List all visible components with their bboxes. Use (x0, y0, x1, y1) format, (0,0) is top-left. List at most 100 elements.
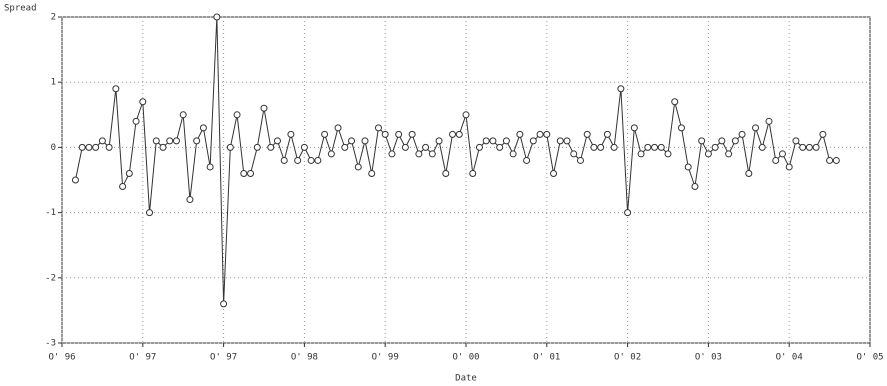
point (826, 156, 834, 164)
point (718, 137, 726, 145)
point (152, 137, 160, 145)
y-tick-label: -3 (45, 339, 56, 349)
point (731, 137, 739, 145)
x-axis-title: Date (455, 374, 477, 384)
x-tick-label: O' 03 (695, 353, 722, 363)
point (280, 156, 288, 164)
point (193, 137, 201, 145)
point (637, 150, 645, 158)
point (247, 169, 255, 177)
y-tick-label: 2 (51, 13, 56, 23)
point (213, 13, 221, 21)
x-tick-label: O' 99 (372, 353, 399, 363)
point (617, 85, 625, 93)
point (368, 169, 376, 177)
point (725, 150, 733, 158)
point (482, 137, 490, 145)
point (119, 183, 127, 191)
point (92, 143, 100, 151)
point (462, 111, 470, 119)
point (778, 150, 786, 158)
point (361, 137, 369, 145)
point (125, 169, 133, 177)
point (523, 156, 531, 164)
point (321, 130, 329, 138)
point (475, 143, 483, 151)
point (509, 150, 517, 158)
point (442, 169, 450, 177)
point (469, 169, 477, 177)
point (206, 163, 214, 171)
point (698, 137, 706, 145)
point (85, 143, 93, 151)
point (327, 150, 335, 158)
point (610, 143, 618, 151)
point (536, 130, 544, 138)
point (691, 183, 699, 191)
point (226, 143, 234, 151)
point (374, 124, 382, 132)
point (792, 137, 800, 145)
point (428, 150, 436, 158)
point (624, 209, 632, 217)
point (273, 137, 281, 145)
point (388, 150, 396, 158)
point (267, 143, 275, 151)
point (664, 150, 672, 158)
point (496, 143, 504, 151)
point (334, 124, 342, 132)
point (260, 104, 268, 112)
point (449, 130, 457, 138)
point (112, 85, 120, 93)
point (805, 143, 813, 151)
point (799, 143, 807, 151)
point (738, 130, 746, 138)
point (348, 137, 356, 145)
point (603, 130, 611, 138)
point (785, 163, 793, 171)
point (704, 150, 712, 158)
point (556, 137, 564, 145)
point (71, 176, 79, 184)
y-axis-title: Spread (4, 4, 37, 14)
point (240, 169, 248, 177)
point (550, 169, 558, 177)
point (287, 130, 295, 138)
point (415, 150, 423, 158)
y-tick-label: 0 (51, 143, 56, 153)
point (401, 143, 409, 151)
point (132, 117, 140, 125)
y-tick-label: -2 (45, 273, 56, 283)
point (570, 150, 578, 158)
y-tick-label: 1 (51, 78, 56, 88)
point (502, 137, 510, 145)
point (529, 137, 537, 145)
point (597, 143, 605, 151)
point (172, 137, 180, 145)
x-tick-label: O' 05 (856, 353, 883, 363)
point (105, 143, 113, 151)
point (159, 143, 167, 151)
point (307, 156, 315, 164)
point (590, 143, 598, 151)
x-tick-label: O' 97 (129, 353, 156, 363)
x-tick-label: O' 98 (291, 353, 318, 363)
point (711, 143, 719, 151)
point (765, 117, 773, 125)
point (752, 124, 760, 132)
point (300, 143, 308, 151)
point (684, 163, 692, 171)
point (745, 169, 753, 177)
point (139, 98, 147, 106)
point (489, 137, 497, 145)
point (644, 143, 652, 151)
point (671, 98, 679, 106)
point (395, 130, 403, 138)
point (166, 137, 174, 145)
x-tick-label: O' 97 (210, 353, 237, 363)
point (220, 300, 228, 308)
x-tick-label: O' 00 (452, 353, 479, 363)
point (651, 143, 659, 151)
point (543, 130, 551, 138)
